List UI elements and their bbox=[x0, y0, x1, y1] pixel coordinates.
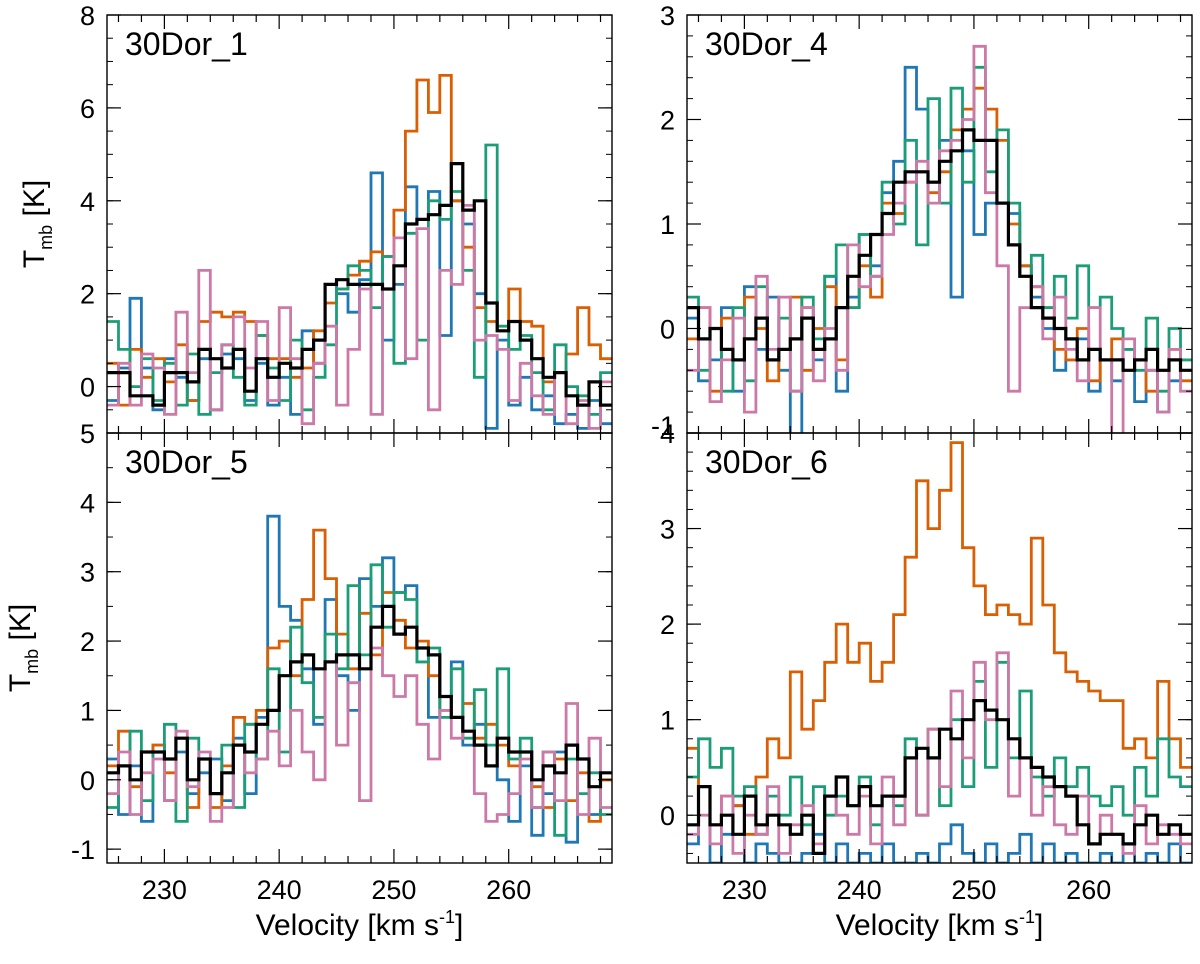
y-tick-label: 8 bbox=[80, 1, 95, 31]
x-tick-label: 240 bbox=[257, 875, 302, 905]
x-tick-label: 250 bbox=[371, 875, 416, 905]
y-axis-title-unit: [K] bbox=[18, 180, 51, 225]
x-axis-title-end: ] bbox=[1035, 909, 1043, 942]
series-pink-line bbox=[107, 646, 612, 823]
y-axis-title: Tmb [K] bbox=[18, 180, 56, 268]
y-tick-label: -1 bbox=[71, 835, 95, 865]
series-blue-line bbox=[687, 785, 1192, 863]
y-tick-label: 0 bbox=[660, 801, 675, 831]
y-tick-label: 4 bbox=[80, 488, 95, 518]
axes-frame bbox=[686, 432, 1193, 864]
x-tick-label: 250 bbox=[951, 875, 996, 905]
y-tick-label: 0 bbox=[80, 373, 95, 403]
panel-4: 0 1 2 3 4 230 240 250 260 Velocity [km s-1] 30Dor_… bbox=[660, 419, 1193, 942]
x-axis-title: Velocity [km s-1] bbox=[836, 907, 1044, 942]
series-orange-line bbox=[107, 74, 612, 407]
y-axis-title-main: T bbox=[18, 250, 51, 268]
x-axis-title-main: Velocity [km s bbox=[256, 909, 439, 942]
y-tick-label: 1 bbox=[660, 706, 675, 736]
y-axis-title-unit: [K] bbox=[4, 604, 37, 649]
series-green-line bbox=[687, 65, 1192, 393]
x-tick-label: 260 bbox=[486, 875, 531, 905]
y-tick-label: -1 bbox=[651, 411, 675, 441]
y-axis-title: Tmb [K] bbox=[4, 604, 42, 692]
y-tick-label: 2 bbox=[80, 627, 95, 657]
panel-2: -1 0 1 2 3 30Dor_4 bbox=[651, 1, 1193, 441]
y-tick-label: 2 bbox=[80, 280, 95, 310]
panel-title: 30Dor_1 bbox=[125, 26, 248, 62]
series-green-line bbox=[107, 563, 612, 837]
series-pink-line bbox=[107, 204, 612, 430]
y-tick-label: 3 bbox=[660, 1, 675, 31]
y-tick-label: 3 bbox=[80, 558, 95, 588]
y-tick-label: 1 bbox=[80, 696, 95, 726]
y-axis-title-sub: mb bbox=[36, 225, 56, 250]
y-tick-label: 6 bbox=[80, 94, 95, 124]
y-tick-label: 2 bbox=[660, 106, 675, 136]
panel-title: 30Dor_6 bbox=[705, 444, 828, 480]
series-black-line bbox=[687, 128, 1192, 372]
x-tick-label: 230 bbox=[142, 875, 187, 905]
series-black-line bbox=[107, 604, 612, 796]
y-tick-label: 1 bbox=[660, 210, 675, 240]
x-tick-label: 230 bbox=[722, 875, 767, 905]
plot-area bbox=[687, 441, 1192, 863]
x-axis-title: Velocity [km s-1] bbox=[256, 907, 464, 942]
plot-area bbox=[687, 44, 1192, 433]
panel-title: 30Dor_5 bbox=[125, 444, 248, 480]
y-tick-label: 4 bbox=[80, 187, 95, 217]
axes-frame bbox=[106, 432, 613, 864]
x-axis-title-sup: -1 bbox=[439, 907, 455, 927]
y-axis-title-sub: mb bbox=[22, 649, 42, 674]
series-black-line bbox=[687, 699, 1192, 855]
y-tick-label: 5 bbox=[80, 419, 95, 449]
series-green-line bbox=[107, 143, 612, 416]
y-tick-label: 4 bbox=[660, 419, 675, 449]
x-axis-title-main: Velocity [km s bbox=[836, 909, 1019, 942]
axes-frame bbox=[106, 14, 613, 434]
plot-area bbox=[107, 74, 612, 430]
y-tick-label: 3 bbox=[660, 515, 675, 545]
x-axis-title-end: ] bbox=[455, 909, 463, 942]
axes-frame bbox=[686, 14, 1193, 434]
x-tick-label: 240 bbox=[837, 875, 882, 905]
series-orange-line bbox=[687, 441, 1192, 836]
panel-title: 30Dor_4 bbox=[705, 26, 828, 62]
panel-1: 0 2 4 6 8 Tmb [K] 30Dor_1 bbox=[18, 1, 613, 434]
y-tick-label: 0 bbox=[80, 766, 95, 796]
y-tick-label: 0 bbox=[660, 315, 675, 345]
plot-area bbox=[107, 514, 612, 844]
y-axis-title-main: T bbox=[4, 674, 37, 692]
y-tick-label: 2 bbox=[660, 610, 675, 640]
x-tick-label: 260 bbox=[1066, 875, 1111, 905]
x-axis-title-sup: -1 bbox=[1019, 907, 1035, 927]
series-black-line bbox=[107, 162, 612, 407]
